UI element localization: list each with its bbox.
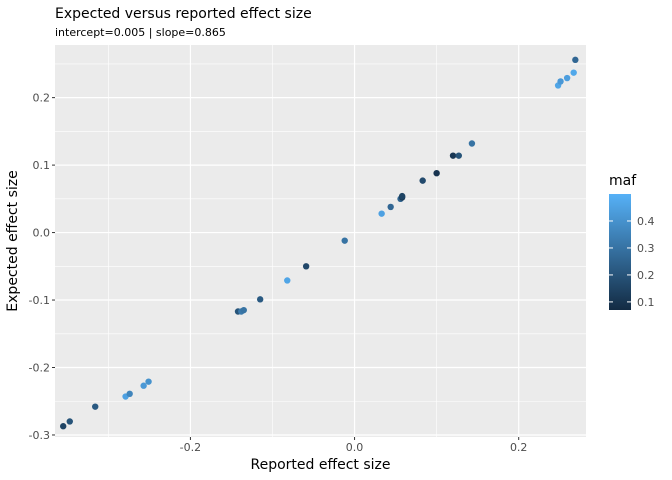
data-point: [572, 56, 579, 64]
data-point: [126, 390, 133, 398]
data-point: [563, 74, 571, 82]
data-point: [449, 152, 457, 159]
major-gridlines: [55, 45, 586, 437]
x-tick-label: 0.2: [510, 441, 528, 454]
data-point: [140, 382, 147, 389]
y-tick-label: 0.1: [33, 159, 51, 172]
y-tick-label: -0.1: [29, 294, 50, 307]
data-point: [256, 296, 264, 303]
data-point: [240, 306, 247, 314]
y-tick-label: 0.0: [33, 227, 51, 240]
y-tick-label: -0.2: [29, 362, 50, 375]
y-tick-label: 0.2: [33, 92, 51, 105]
data-point: [433, 169, 440, 177]
minor-gridlines: [55, 45, 586, 437]
x-axis-title: Reported effect size: [250, 457, 390, 473]
data-point: [302, 263, 310, 270]
data-point: [398, 192, 406, 200]
y-axis-ticks: -0.3 -0.2 -0.1 0.0 0.1 0.2: [29, 92, 55, 442]
data-point: [341, 237, 348, 244]
data-point: [145, 378, 152, 385]
legend-title: maf: [609, 173, 637, 189]
data-point: [570, 69, 577, 76]
data-point: [468, 140, 476, 147]
legend-tick-label: 0.2: [637, 269, 655, 282]
data-point: [284, 277, 291, 284]
data-point: [557, 78, 564, 85]
legend-colorbar: [609, 194, 631, 310]
data-point: [92, 403, 99, 410]
y-tick-label: -0.3: [29, 429, 50, 442]
data-point: [387, 203, 394, 211]
legend-tick-label: 0.1: [637, 296, 655, 309]
legend-ticks: 0.1 0.2 0.3 0.4: [609, 215, 655, 309]
data-points: [60, 56, 579, 430]
x-tick-label: -0.2: [180, 441, 201, 454]
chart-title: Expected versus reported effect size: [55, 6, 312, 22]
chart-subtitle: intercept=0.005 | slope=0.865: [55, 26, 226, 39]
data-point: [60, 423, 67, 430]
data-point: [66, 418, 73, 425]
legend-tick-label: 0.3: [637, 242, 655, 255]
legend: maf 0.1 0.2 0.3 0.4: [609, 173, 655, 310]
legend-tick-label: 0.4: [637, 215, 655, 228]
x-tick-label: 0.0: [346, 441, 364, 454]
plot-panel: [55, 45, 586, 437]
data-point: [378, 210, 385, 217]
y-axis-title: Expected effect size: [5, 170, 21, 311]
x-axis-ticks: -0.2 0.0 0.2: [180, 437, 528, 454]
data-point: [419, 177, 426, 184]
data-point: [455, 152, 462, 159]
